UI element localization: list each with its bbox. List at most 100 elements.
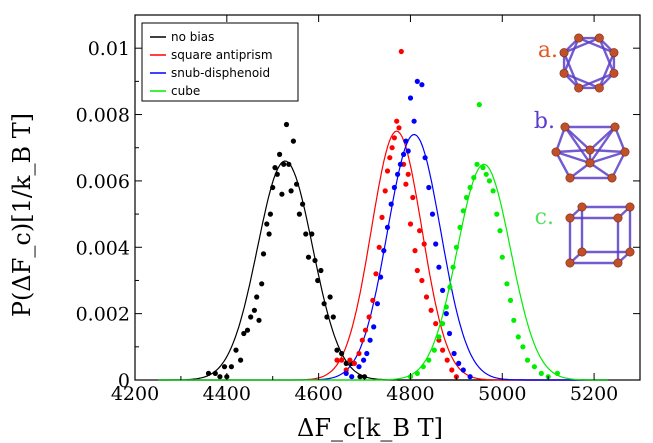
x-tick-label-4: 5000 <box>478 383 526 405</box>
data-point-1-12 <box>379 214 385 220</box>
data-point-1-11 <box>376 244 382 250</box>
data-point-1-6 <box>359 337 365 343</box>
data-point-3-31 <box>531 364 538 370</box>
data-point-3-32 <box>538 370 544 376</box>
data-point-2-0 <box>343 370 349 376</box>
data-point-2-26 <box>436 264 442 270</box>
data-point-3-28 <box>515 334 521 340</box>
data-point-3-13 <box>463 194 470 201</box>
legend-box <box>141 22 299 102</box>
data-point-2-16 <box>403 138 409 144</box>
data-point-0-39 <box>324 314 330 320</box>
data-point-3-20 <box>486 178 492 184</box>
data-point-0-18 <box>267 211 273 217</box>
data-point-0-0 <box>205 370 212 376</box>
data-point-0-10 <box>248 314 254 320</box>
data-point-0-12 <box>254 294 260 300</box>
data-point-2-31 <box>456 360 462 366</box>
fit-curves <box>158 130 608 381</box>
data-point-3-29 <box>520 344 526 350</box>
legend-label-3: cube <box>171 84 200 98</box>
data-point-0-26 <box>286 161 292 167</box>
data-point-0-25 <box>283 121 290 128</box>
data-point-1-32 <box>428 307 434 313</box>
data-point-1-27 <box>414 267 420 274</box>
data-point-3-8 <box>447 284 453 290</box>
x-tick-label-3: 4800 <box>386 383 434 405</box>
data-point-0-43 <box>339 350 345 357</box>
data-point-0-33 <box>305 254 312 260</box>
data-point-3-23 <box>497 228 503 234</box>
data-point-1-13 <box>382 188 388 194</box>
data-point-0-23 <box>279 191 285 197</box>
data-point-2-8 <box>378 274 384 280</box>
data-point-1-28 <box>417 228 423 234</box>
data-point-3-17 <box>476 102 482 108</box>
y-tick-label-4: 0.008 <box>76 105 130 127</box>
inset-shape-c <box>565 202 635 268</box>
data-point-0-28 <box>290 138 296 144</box>
data-point-1-17 <box>391 135 397 141</box>
data-point-2-13 <box>395 171 401 177</box>
data-point-2-4 <box>364 350 370 357</box>
data-point-3-27 <box>511 317 517 323</box>
data-point-0-32 <box>303 231 309 237</box>
data-point-1-3 <box>347 357 353 363</box>
data-point-1-9 <box>370 297 376 303</box>
y-axis-label: P(ΔF_c)[1/k_B T] <box>8 113 36 317</box>
data-point-1-14 <box>384 168 391 174</box>
data-point-1-36 <box>444 357 450 363</box>
data-point-0-20 <box>272 165 278 171</box>
x-tick-label-1: 4400 <box>203 383 251 405</box>
y-tick-label-0: 0 <box>118 370 130 392</box>
data-point-2-17 <box>405 148 411 154</box>
data-point-3-30 <box>524 357 531 363</box>
data-point-2-12 <box>391 184 397 191</box>
data-point-2-18 <box>407 95 414 101</box>
data-point-0-13 <box>256 317 262 323</box>
data-point-2-10 <box>384 224 391 230</box>
data-point-0-46 <box>357 374 363 380</box>
data-point-3-34 <box>554 370 561 376</box>
data-point-3-10 <box>453 244 459 250</box>
fit-curve-3 <box>158 163 608 381</box>
data-point-0-37 <box>318 267 324 274</box>
data-point-0-9 <box>244 327 251 333</box>
data-point-2-14 <box>397 161 403 167</box>
data-point-0-29 <box>294 181 300 187</box>
data-point-2-1 <box>349 374 355 380</box>
data-point-1-15 <box>387 155 393 161</box>
data-point-1-30 <box>421 241 427 247</box>
data-point-2-27 <box>440 287 446 293</box>
data-point-0-35 <box>312 257 318 264</box>
data-point-0-38 <box>321 301 327 307</box>
data-point-2-3 <box>361 357 367 363</box>
x-tick-label-5: 5200 <box>570 383 618 405</box>
data-point-1-23 <box>405 171 411 177</box>
data-point-0-2 <box>217 374 223 380</box>
x-tick-label-0: 4200 <box>111 383 159 405</box>
data-point-0-3 <box>221 364 228 370</box>
data-point-0-40 <box>327 294 333 300</box>
data-point-0-11 <box>251 307 257 313</box>
data-point-3-12 <box>460 208 466 214</box>
data-point-0-27 <box>288 188 294 194</box>
inset-shape-a <box>559 33 619 93</box>
data-point-0-44 <box>343 360 349 366</box>
data-point-1-26 <box>412 248 418 254</box>
data-point-1-16 <box>389 145 395 151</box>
data-point-0-6 <box>233 347 239 353</box>
y-tick-label-2: 0.004 <box>76 237 130 259</box>
inset-label-1: b. <box>534 109 555 134</box>
data-point-1-25 <box>410 194 416 201</box>
data-point-1-37 <box>449 367 455 373</box>
data-point-2-9 <box>381 248 387 254</box>
legend-label-1: square antiprism <box>171 48 273 62</box>
data-point-1-35 <box>440 347 446 353</box>
data-points <box>205 48 561 380</box>
data-point-0-21 <box>274 171 280 177</box>
data-point-1-0 <box>334 357 340 363</box>
data-point-0-24 <box>281 161 287 167</box>
data-point-0-15 <box>260 251 267 257</box>
